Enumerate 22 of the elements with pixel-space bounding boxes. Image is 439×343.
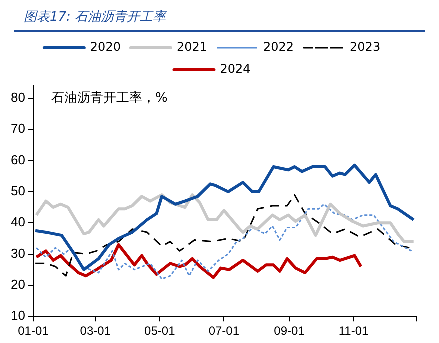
legend-label: 2021 [176, 40, 208, 54]
legend-label: 2022 [264, 40, 294, 54]
legend-label: 2023 [350, 40, 381, 54]
x-tick-label: 01-01 [18, 324, 50, 338]
y-axis-title: 石油沥青开工率，% [51, 90, 168, 106]
y-tick-label: 20 [10, 277, 26, 292]
chart-title: 图表17: 石油沥青开工率 [14, 8, 425, 32]
y-tick-label: 40 [10, 214, 26, 230]
y-tick-label: 80 [10, 90, 26, 106]
x-tick-label: 11-01 [338, 324, 369, 338]
legend-label: 2024 [220, 62, 251, 76]
y-tick-label: 60 [10, 152, 26, 168]
x-tick-label: 03-01 [80, 324, 112, 338]
x-tick-label: 07-01 [208, 324, 240, 338]
line-series [36, 204, 412, 280]
y-tick-label: 30 [10, 246, 26, 261]
x-tick-label: 09-01 [274, 324, 306, 338]
y-tick-label: 50 [10, 184, 26, 199]
legend-label: 2020 [90, 40, 121, 54]
y-tick-label: 10 [10, 308, 26, 324]
x-tick-label: 05-01 [144, 324, 176, 338]
y-tick-label: 70 [10, 121, 26, 136]
